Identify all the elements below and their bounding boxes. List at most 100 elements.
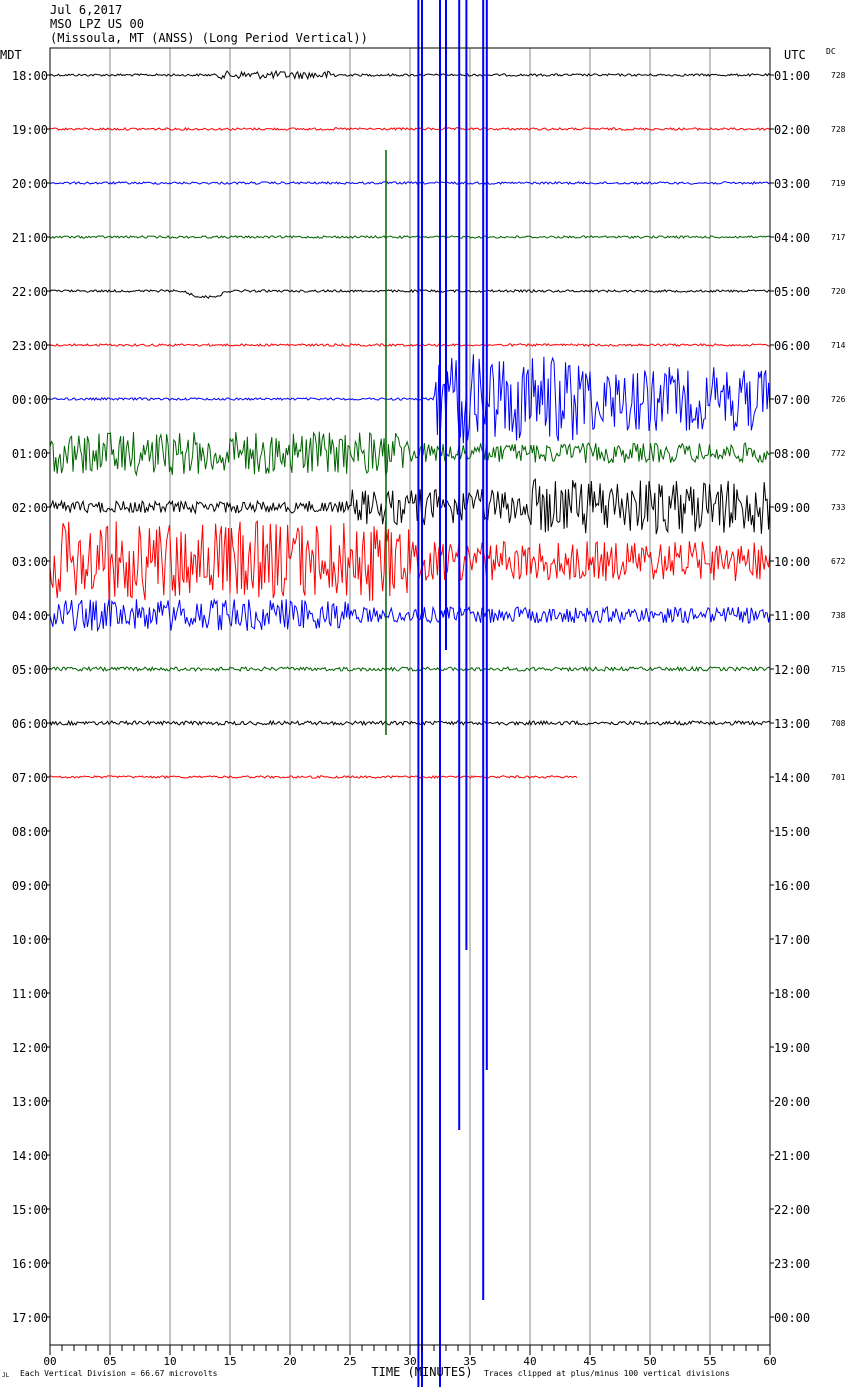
seismic-trace (49, 519, 771, 601)
utc-hour-label: 04:00 (774, 231, 810, 245)
mdt-hour-label: 00:00 (12, 393, 48, 407)
seismic-trace (49, 477, 771, 535)
mdt-hour-label: 23:00 (12, 339, 48, 353)
dc-offset-label: 708 (831, 719, 846, 728)
mdt-hour-label: 07:00 (12, 771, 48, 785)
x-tick-label: 20 (283, 1355, 296, 1368)
mdt-hour-label: 15:00 (12, 1203, 48, 1217)
utc-hour-label: 12:00 (774, 663, 810, 677)
dc-offset-label: 719 (831, 179, 846, 188)
x-tick-label: 00 (43, 1355, 56, 1368)
utc-hour-label: 19:00 (774, 1041, 810, 1055)
mdt-hour-label: 03:00 (12, 555, 48, 569)
dc-offset-label: 714 (831, 341, 846, 350)
dc-offset-label: 738 (831, 611, 846, 620)
mdt-hour-label: 17:00 (12, 1311, 48, 1325)
utc-hour-label: 05:00 (774, 285, 810, 299)
mdt-hour-label: 08:00 (12, 825, 48, 839)
mdt-hour-label: 22:00 (12, 285, 48, 299)
utc-hour-label: 02:00 (774, 123, 810, 137)
axis-labels: 00 05 10 15 20 25 30 35 40 45 50 55 60 18:00 01:00 728 1… (0, 47, 846, 1379)
seismic-trace (49, 342, 770, 348)
utc-axis-label: UTC (784, 48, 806, 62)
dc-offset-label: 672 (831, 557, 846, 566)
seismic-trace (49, 234, 771, 239)
seismic-trace (49, 665, 771, 673)
utc-hour-label: 14:00 (774, 771, 810, 785)
utc-hour-label: 10:00 (774, 555, 810, 569)
mdt-hour-label: 18:00 (12, 69, 48, 83)
utc-hour-label: 23:00 (774, 1257, 810, 1271)
dc-offset-label: 720 (831, 287, 846, 296)
utc-hour-label: 03:00 (774, 177, 810, 191)
dc-offset-label: 717 (831, 233, 846, 242)
seismic-trace (49, 69, 771, 81)
x-tick-label: 35 (463, 1355, 476, 1368)
utc-hour-label: 00:00 (774, 1311, 810, 1325)
dc-offset-label: 728 (831, 71, 846, 80)
mdt-hour-label: 16:00 (12, 1257, 48, 1271)
x-tick-label: 45 (583, 1355, 596, 1368)
x-tick-label: 50 (643, 1355, 656, 1368)
x-tick-label: 15 (223, 1355, 236, 1368)
utc-hour-label: 21:00 (774, 1149, 810, 1163)
x-tick-label: 30 (403, 1355, 416, 1368)
seismic-trace (49, 288, 771, 299)
mdt-hour-label: 20:00 (12, 177, 48, 191)
dc-offset-label: 715 (831, 665, 846, 674)
utc-hour-label: 18:00 (774, 987, 810, 1001)
dc-offset-label: 701 (831, 773, 846, 782)
seismic-trace (49, 598, 771, 633)
header-location: (Missoula, MT (ANSS) (Long Period Vertic… (50, 31, 368, 45)
utc-hour-label: 16:00 (774, 879, 810, 893)
utc-hour-label: 22:00 (774, 1203, 810, 1217)
seismic-trace (49, 719, 771, 727)
header-station: MSO LPZ US 00 (50, 17, 144, 31)
seismic-trace (49, 431, 771, 477)
dc-offset-label: 728 (831, 125, 846, 134)
mdt-hour-label: 06:00 (12, 717, 48, 731)
x-tick-label: 40 (523, 1355, 536, 1368)
utc-hour-label: 13:00 (774, 717, 810, 731)
mdt-hour-label: 02:00 (12, 501, 48, 515)
utc-hour-label: 06:00 (774, 339, 810, 353)
mdt-hour-label: 09:00 (12, 879, 48, 893)
utc-hour-label: 01:00 (774, 69, 810, 83)
clip-note: Traces clipped at plus/minus 100 vertica… (484, 1369, 730, 1378)
utc-hour-label: 07:00 (774, 393, 810, 407)
utc-hour-label: 20:00 (774, 1095, 810, 1109)
utc-hour-label: 15:00 (774, 825, 810, 839)
mdt-hour-label: 04:00 (12, 609, 48, 623)
seismic-trace (49, 354, 771, 444)
mdt-hour-label: 11:00 (12, 987, 48, 1001)
x-tick-label: 55 (703, 1355, 716, 1368)
mdt-hour-label: 12:00 (12, 1041, 48, 1055)
seismic-trace (49, 180, 771, 186)
plot-axes (46, 47, 774, 1355)
mdt-hour-label: 01:00 (12, 447, 48, 461)
header-date: Jul 6,2017 (50, 3, 123, 17)
scale-note: Each Vertical Division = 66.67 microvolt… (20, 1369, 218, 1378)
mdt-hour-label: 13:00 (12, 1095, 48, 1109)
x-tick-label: 25 (343, 1355, 356, 1368)
seismic-traces (49, 0, 771, 1387)
corner-mark: JL (2, 1372, 10, 1379)
mdt-hour-label: 14:00 (12, 1149, 48, 1163)
dc-offset-label: 772 (831, 449, 846, 458)
seismic-trace (49, 774, 578, 780)
mdt-hour-label: 10:00 (12, 933, 48, 947)
mdt-hour-label: 05:00 (12, 663, 48, 677)
utc-hour-label: 17:00 (774, 933, 810, 947)
grid-lines (109, 48, 711, 1345)
dc-offset-label: 726 (831, 395, 846, 404)
mdt-axis-label: MDT (0, 48, 22, 62)
utc-hour-label: 11:00 (774, 609, 810, 623)
x-axis-title: TIME (MINUTES) (371, 1365, 472, 1379)
mdt-hour-label: 21:00 (12, 231, 48, 245)
x-tick-label: 10 (163, 1355, 176, 1368)
utc-hour-label: 09:00 (774, 501, 810, 515)
utc-hour-label: 08:00 (774, 447, 810, 461)
x-tick-label: 05 (103, 1355, 116, 1368)
mdt-hour-label: 19:00 (12, 123, 48, 137)
dc-offset-label: 733 (831, 503, 846, 512)
